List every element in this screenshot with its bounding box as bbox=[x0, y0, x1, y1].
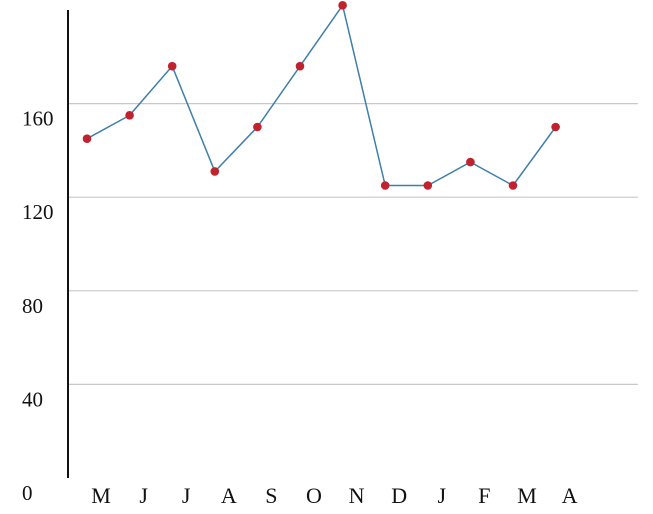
data-point bbox=[380, 181, 390, 190]
data-point bbox=[338, 1, 347, 10]
grid-lines bbox=[68, 102, 638, 385]
data-point bbox=[253, 122, 262, 132]
data-points bbox=[82, 1, 560, 190]
y-tick-label: 160 bbox=[22, 107, 54, 131]
data-point bbox=[466, 157, 475, 167]
x-tick-label: M bbox=[91, 483, 111, 508]
x-tick-label: O bbox=[306, 483, 322, 508]
y-tick-label: 40 bbox=[22, 387, 43, 411]
y-tick-label: 0 bbox=[22, 481, 33, 505]
x-tick-label: A bbox=[562, 483, 578, 508]
data-point bbox=[423, 181, 433, 190]
series-line bbox=[86, 3, 557, 187]
x-tick-label: J bbox=[182, 483, 191, 508]
y-tick-label: 80 bbox=[22, 294, 43, 318]
data-point bbox=[210, 167, 220, 176]
x-tick-label: F bbox=[478, 483, 490, 508]
x-tick-label: A bbox=[221, 483, 237, 508]
x-tick-label: J bbox=[139, 483, 148, 508]
x-tick-label: M bbox=[517, 483, 537, 508]
x-tick-label: N bbox=[349, 483, 365, 508]
data-point bbox=[167, 61, 177, 71]
y-tick-label: 120 bbox=[22, 200, 54, 224]
data-point bbox=[82, 134, 92, 143]
data-point bbox=[551, 122, 560, 132]
y-tick-labels: 0 40 80 120 160 bbox=[22, 107, 54, 505]
x-tick-label: S bbox=[265, 483, 277, 508]
data-point bbox=[295, 61, 305, 71]
x-tick-label: J bbox=[438, 483, 447, 508]
data-point bbox=[125, 111, 134, 120]
x-tick-label: D bbox=[391, 483, 407, 508]
data-point bbox=[508, 181, 518, 190]
